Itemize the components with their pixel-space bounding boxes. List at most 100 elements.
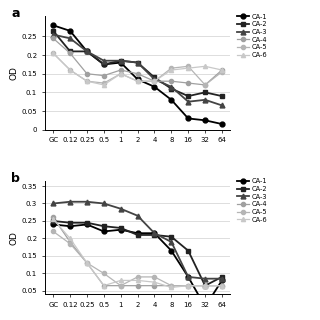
CA-2 — [153, 233, 156, 237]
CA-1 — [51, 23, 55, 27]
CA-6 — [119, 278, 123, 282]
CA-3 — [51, 33, 55, 36]
Y-axis label: OD: OD — [10, 231, 19, 244]
CA-3 — [203, 98, 207, 102]
CA-4 — [119, 284, 123, 288]
CA-3 — [51, 202, 55, 205]
CA-3 — [186, 100, 190, 104]
CA-3 — [102, 59, 106, 63]
CA-3 — [136, 214, 140, 218]
CA-6 — [169, 285, 173, 289]
CA-2 — [169, 87, 173, 91]
CA-3 — [169, 85, 173, 89]
CA-4 — [102, 74, 106, 77]
CA-5 — [186, 284, 190, 288]
CA-3 — [102, 202, 106, 205]
CA-6 — [136, 278, 140, 282]
CA-1 — [153, 85, 156, 89]
CA-3 — [119, 207, 123, 211]
CA-4 — [51, 36, 55, 40]
CA-4 — [51, 216, 55, 220]
CA-4 — [220, 284, 224, 288]
CA-4 — [102, 284, 106, 288]
CA-5 — [136, 275, 140, 279]
CA-4 — [68, 240, 72, 244]
Line: CA-5: CA-5 — [51, 51, 224, 87]
CA-6 — [186, 284, 190, 288]
CA-2 — [119, 226, 123, 230]
CA-2 — [68, 50, 72, 53]
CA-5 — [85, 261, 89, 265]
CA-3 — [153, 231, 156, 235]
CA-4 — [186, 284, 190, 288]
CA-1 — [85, 50, 89, 53]
CA-3 — [68, 200, 72, 204]
CA-2 — [203, 284, 207, 288]
CA-6 — [51, 51, 55, 55]
CA-6 — [85, 261, 89, 265]
Line: CA-1: CA-1 — [51, 23, 224, 126]
CA-2 — [186, 94, 190, 98]
CA-3 — [85, 200, 89, 204]
Line: CA-2: CA-2 — [51, 28, 224, 99]
CA-1 — [169, 98, 173, 102]
CA-2 — [220, 94, 224, 98]
CA-2 — [51, 29, 55, 33]
CA-4 — [186, 81, 190, 85]
CA-3 — [220, 103, 224, 107]
CA-6 — [102, 284, 106, 288]
Line: CA-4: CA-4 — [51, 36, 224, 87]
CA-1 — [102, 229, 106, 233]
Line: CA-2: CA-2 — [51, 219, 224, 288]
CA-1 — [136, 231, 140, 235]
CA-4 — [203, 83, 207, 87]
CA-2 — [153, 76, 156, 79]
Line: CA-4: CA-4 — [51, 215, 224, 288]
CA-5 — [51, 229, 55, 233]
CA-2 — [169, 235, 173, 239]
CA-1 — [203, 118, 207, 122]
CA-1 — [186, 116, 190, 120]
CA-2 — [136, 233, 140, 237]
CA-3 — [169, 240, 173, 244]
CA-4 — [85, 261, 89, 265]
CA-4 — [169, 284, 173, 288]
CA-1 — [51, 222, 55, 226]
CA-5 — [169, 284, 173, 288]
Line: CA-1: CA-1 — [51, 222, 224, 309]
CA-4 — [119, 68, 123, 72]
Text: a: a — [12, 7, 20, 20]
CA-6 — [220, 284, 224, 288]
CA-1 — [68, 224, 72, 228]
CA-5 — [119, 284, 123, 288]
CA-4 — [136, 72, 140, 76]
CA-6 — [153, 280, 156, 284]
CA-2 — [51, 219, 55, 223]
CA-1 — [68, 29, 72, 33]
CA-6 — [203, 64, 207, 68]
CA-4 — [68, 51, 72, 55]
CA-5 — [51, 51, 55, 55]
CA-4 — [153, 284, 156, 288]
Line: CA-6: CA-6 — [51, 51, 224, 87]
CA-6 — [186, 66, 190, 70]
CA-5 — [153, 275, 156, 279]
CA-5 — [68, 242, 72, 246]
CA-2 — [186, 249, 190, 252]
CA-5 — [102, 81, 106, 85]
CA-6 — [169, 68, 173, 72]
CA-5 — [136, 79, 140, 83]
CA-1 — [220, 278, 224, 282]
CA-6 — [85, 79, 89, 83]
CA-1 — [136, 77, 140, 81]
CA-1 — [203, 305, 207, 308]
CA-1 — [153, 231, 156, 235]
CA-2 — [85, 50, 89, 53]
CA-2 — [85, 221, 89, 225]
CA-5 — [220, 70, 224, 74]
CA-1 — [119, 228, 123, 232]
Text: b: b — [12, 172, 20, 185]
CA-2 — [68, 221, 72, 225]
CA-3 — [85, 50, 89, 53]
CA-2 — [136, 61, 140, 65]
